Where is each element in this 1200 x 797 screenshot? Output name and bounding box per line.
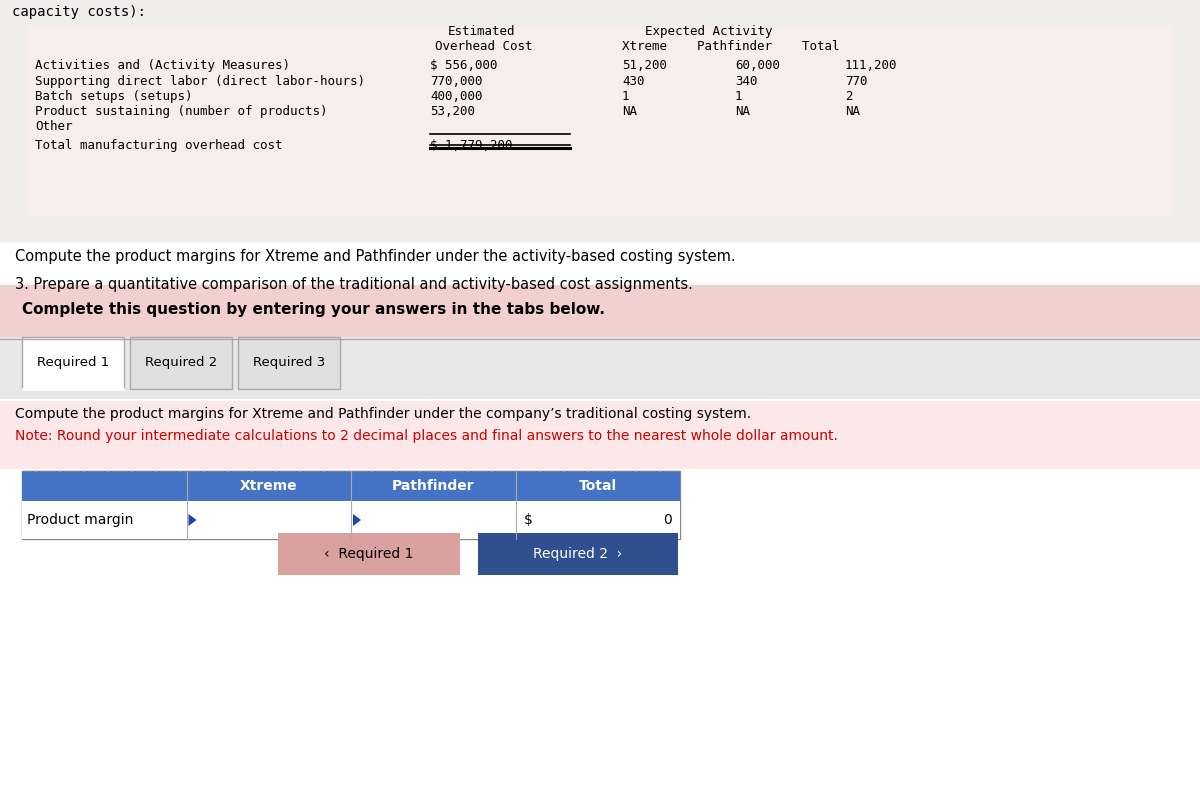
Text: 340: 340 [734, 75, 757, 88]
Text: ‹  Required 1: ‹ Required 1 [324, 547, 414, 561]
Text: $ 556,000: $ 556,000 [430, 59, 498, 72]
Text: 0: 0 [664, 513, 672, 527]
Text: $ 1,779,200: $ 1,779,200 [430, 139, 512, 152]
Text: 53,200: 53,200 [430, 105, 475, 118]
Text: Required 2  ›: Required 2 › [533, 547, 623, 561]
Bar [478, 533, 678, 575]
Bar [238, 337, 340, 389]
Bar [278, 533, 460, 575]
Bar [28, 27, 1172, 217]
Text: 400,000: 400,000 [430, 90, 482, 103]
Text: NA: NA [734, 105, 750, 118]
Bar [22, 501, 680, 539]
Text: Required 2: Required 2 [145, 355, 217, 368]
Text: 1: 1 [622, 90, 630, 103]
Text: Required 1: Required 1 [37, 355, 109, 368]
Text: $: $ [523, 513, 533, 527]
Polygon shape [188, 514, 197, 526]
Text: NA: NA [845, 105, 860, 118]
Bar [22, 337, 124, 389]
Bar [22, 471, 680, 539]
Text: capacity costs):: capacity costs): [12, 5, 146, 19]
Text: 430: 430 [622, 75, 644, 88]
Text: 111,200: 111,200 [845, 59, 898, 72]
Text: 60,000: 60,000 [734, 59, 780, 72]
Bar [0, 401, 1200, 469]
Text: NA: NA [622, 105, 637, 118]
Text: Expected Activity: Expected Activity [646, 25, 773, 38]
Text: Pathfinder: Pathfinder [392, 479, 474, 493]
Bar [0, 337, 1200, 399]
Bar [22, 471, 680, 501]
Text: 1: 1 [734, 90, 743, 103]
Text: 3. Prepare a quantitative comparison of the traditional and activity-based cost : 3. Prepare a quantitative comparison of … [14, 277, 692, 292]
Text: Compute the product margins for Xtreme and Pathfinder under the company’s tradit: Compute the product margins for Xtreme a… [14, 407, 751, 421]
Text: Total: Total [578, 479, 617, 493]
Text: Product sustaining (number of products): Product sustaining (number of products) [35, 105, 328, 118]
Text: Complete this question by entering your answers in the tabs below.: Complete this question by entering your … [22, 302, 605, 317]
Text: Supporting direct labor (direct labor-hours): Supporting direct labor (direct labor-ho… [35, 75, 365, 88]
Text: Activities and (Activity Measures): Activities and (Activity Measures) [35, 59, 290, 72]
Text: Other: Other [35, 120, 72, 133]
Text: Xtreme    Pathfinder    Total: Xtreme Pathfinder Total [622, 40, 840, 53]
Bar [0, 575, 1200, 797]
Bar [0, 399, 1200, 469]
Text: 51,200: 51,200 [622, 59, 667, 72]
Bar [0, 0, 1200, 242]
Bar [0, 285, 1200, 337]
Text: Total manufacturing overhead cost: Total manufacturing overhead cost [35, 139, 282, 152]
Text: 770,000: 770,000 [430, 75, 482, 88]
Bar [130, 337, 232, 389]
Text: Overhead Cost: Overhead Cost [436, 40, 533, 53]
Text: Estimated: Estimated [448, 25, 516, 38]
Text: Required 3: Required 3 [253, 355, 325, 368]
Text: Note: Round your intermediate calculations to 2 decimal places and final answers: Note: Round your intermediate calculatio… [14, 429, 838, 443]
Text: Product margin: Product margin [28, 513, 133, 527]
Text: Compute the product margins for Xtreme and Pathfinder under the activity-based c: Compute the product margins for Xtreme a… [14, 249, 736, 264]
Text: 770: 770 [845, 75, 868, 88]
Text: Batch setups (setups): Batch setups (setups) [35, 90, 192, 103]
Text: Xtreme: Xtreme [240, 479, 298, 493]
Polygon shape [353, 514, 361, 526]
Text: 2: 2 [845, 90, 852, 103]
